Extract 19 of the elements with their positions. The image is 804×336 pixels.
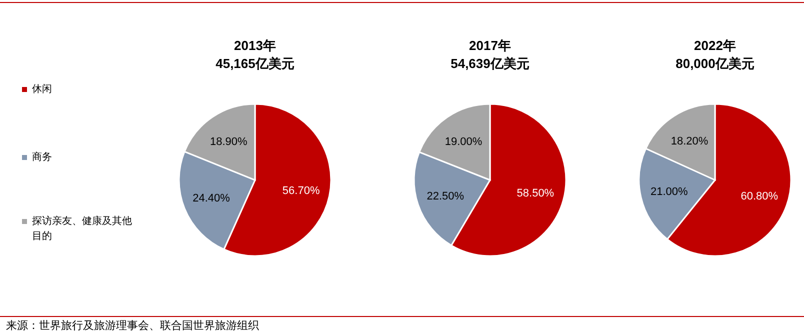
chart-subtitle: 54,639亿美元: [450, 56, 530, 71]
source-note: 来源：世界旅行及旅游理事会、联合国世界旅游组织: [6, 319, 260, 333]
chart-subtitle: 80,000亿美元: [676, 56, 754, 71]
chart-title: 2022年: [694, 38, 736, 53]
chart-title: 2017年: [469, 38, 511, 53]
legend-label: 商务: [32, 152, 52, 163]
data-label: 18.20%: [670, 135, 708, 148]
chart-title: 2013年: [234, 38, 276, 53]
data-label: 58.50%: [516, 187, 554, 200]
data-label: 60.80%: [740, 190, 778, 203]
data-label: 22.50%: [426, 190, 464, 202]
data-label: 56.70%: [282, 184, 320, 197]
data-label: 21.00%: [650, 186, 688, 198]
data-label: 19.00%: [444, 136, 482, 148]
data-label: 18.90%: [210, 136, 248, 148]
data-label: 24.40%: [192, 192, 230, 205]
chart-subtitle: 45,165亿美元: [216, 56, 294, 71]
legend-label: 休闲: [32, 84, 52, 95]
legend-label: 探访亲友、健康及其他目的: [32, 216, 132, 242]
